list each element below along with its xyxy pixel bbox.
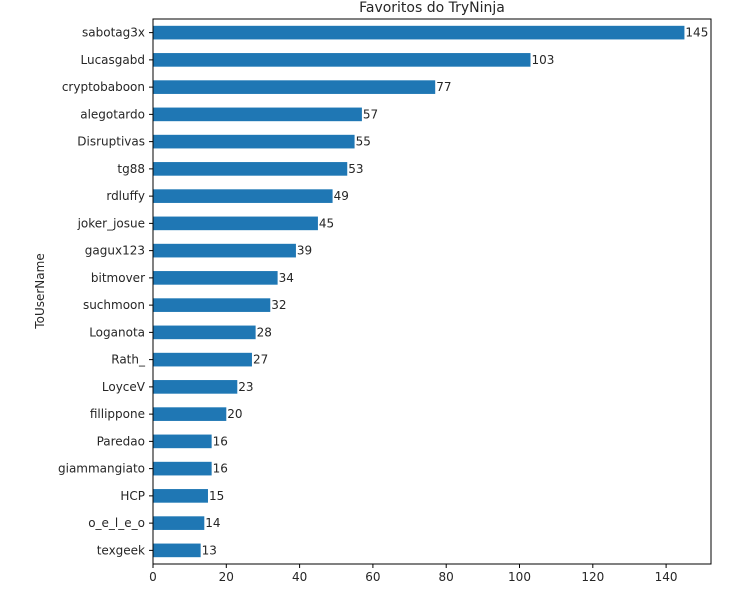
bar: [153, 216, 318, 231]
bar: [153, 298, 271, 312]
bar: [153, 380, 238, 394]
bar: [153, 134, 355, 149]
bar: [153, 189, 333, 203]
bar: [153, 80, 436, 94]
data-label: 27: [253, 353, 268, 367]
category-label: Paredao: [97, 434, 145, 448]
data-label: 15: [209, 489, 224, 503]
category-label: cryptobaboon: [62, 80, 145, 94]
category-label: rdluffy: [106, 189, 145, 203]
x-axis: 0 20 40 60 80 100 120 140: [149, 564, 678, 584]
bar: [153, 543, 201, 558]
bar: [153, 407, 227, 421]
data-label: 14: [205, 516, 220, 530]
category-label: tg88: [117, 162, 145, 176]
bar: [153, 434, 212, 449]
data-label: 28: [257, 325, 272, 339]
bar: [153, 243, 296, 258]
bar: [153, 489, 208, 503]
bar: [153, 25, 685, 40]
data-label: 145: [685, 26, 708, 40]
category-label: Disruptivas: [77, 135, 145, 149]
data-label: 16: [213, 462, 228, 476]
bar: [153, 271, 278, 285]
data-label: 16: [213, 434, 228, 448]
category-label: HCP: [120, 489, 145, 503]
x-tick-label: 0: [149, 570, 157, 584]
y-axis-label: ToUserName: [33, 253, 47, 329]
category-label: suchmoon: [83, 298, 145, 312]
category-label: giammangiato: [58, 462, 145, 476]
category-label: LoyceV: [102, 380, 146, 394]
data-label: 77: [436, 80, 451, 94]
category-label: texgeek: [97, 543, 145, 557]
bar: [153, 53, 531, 67]
x-tick-label: 40: [292, 570, 307, 584]
chart-title: Favoritos do TryNinja: [359, 0, 505, 16]
category-label: bitmover: [91, 271, 145, 285]
data-label: 49: [334, 189, 349, 203]
category-label: o_e_l_e_o: [88, 516, 145, 530]
data-label: 57: [363, 107, 378, 121]
data-label: 55: [356, 135, 371, 149]
data-label: 39: [297, 244, 312, 258]
x-tick-label: 120: [581, 570, 604, 584]
category-label: Loganota: [89, 325, 145, 339]
y-axis: sabotag3x Lucasgabd cryptobaboon alegotardo…: [58, 26, 153, 557]
data-label: 103: [531, 53, 554, 67]
data-label: 20: [227, 407, 242, 421]
data-label: 34: [279, 271, 294, 285]
plot-frame: [152, 18, 712, 565]
category-label: Rath_: [111, 353, 146, 367]
category-label: gagux123: [85, 244, 145, 258]
bar: [153, 352, 252, 367]
x-tick-label: 20: [219, 570, 234, 584]
category-label: alegotardo: [80, 107, 145, 121]
data-label: 45: [319, 216, 334, 230]
category-label: sabotag3x: [82, 26, 145, 40]
bar: [153, 107, 362, 122]
data-label: 53: [348, 162, 363, 176]
category-label: joker_josue: [77, 216, 145, 230]
bars-group: [153, 25, 685, 558]
x-tick-label: 60: [365, 570, 380, 584]
x-tick-label: 100: [508, 570, 531, 584]
x-tick-label: 140: [655, 570, 678, 584]
x-tick-label: 80: [439, 570, 454, 584]
category-label: Lucasgabd: [81, 53, 146, 67]
data-label: 13: [202, 543, 217, 557]
bar: [153, 162, 348, 176]
category-label: fillippone: [90, 407, 145, 421]
bar: [153, 516, 205, 530]
data-label: 32: [271, 298, 286, 312]
bar: [153, 325, 256, 340]
bar: [153, 461, 212, 476]
data-label: 23: [238, 380, 253, 394]
